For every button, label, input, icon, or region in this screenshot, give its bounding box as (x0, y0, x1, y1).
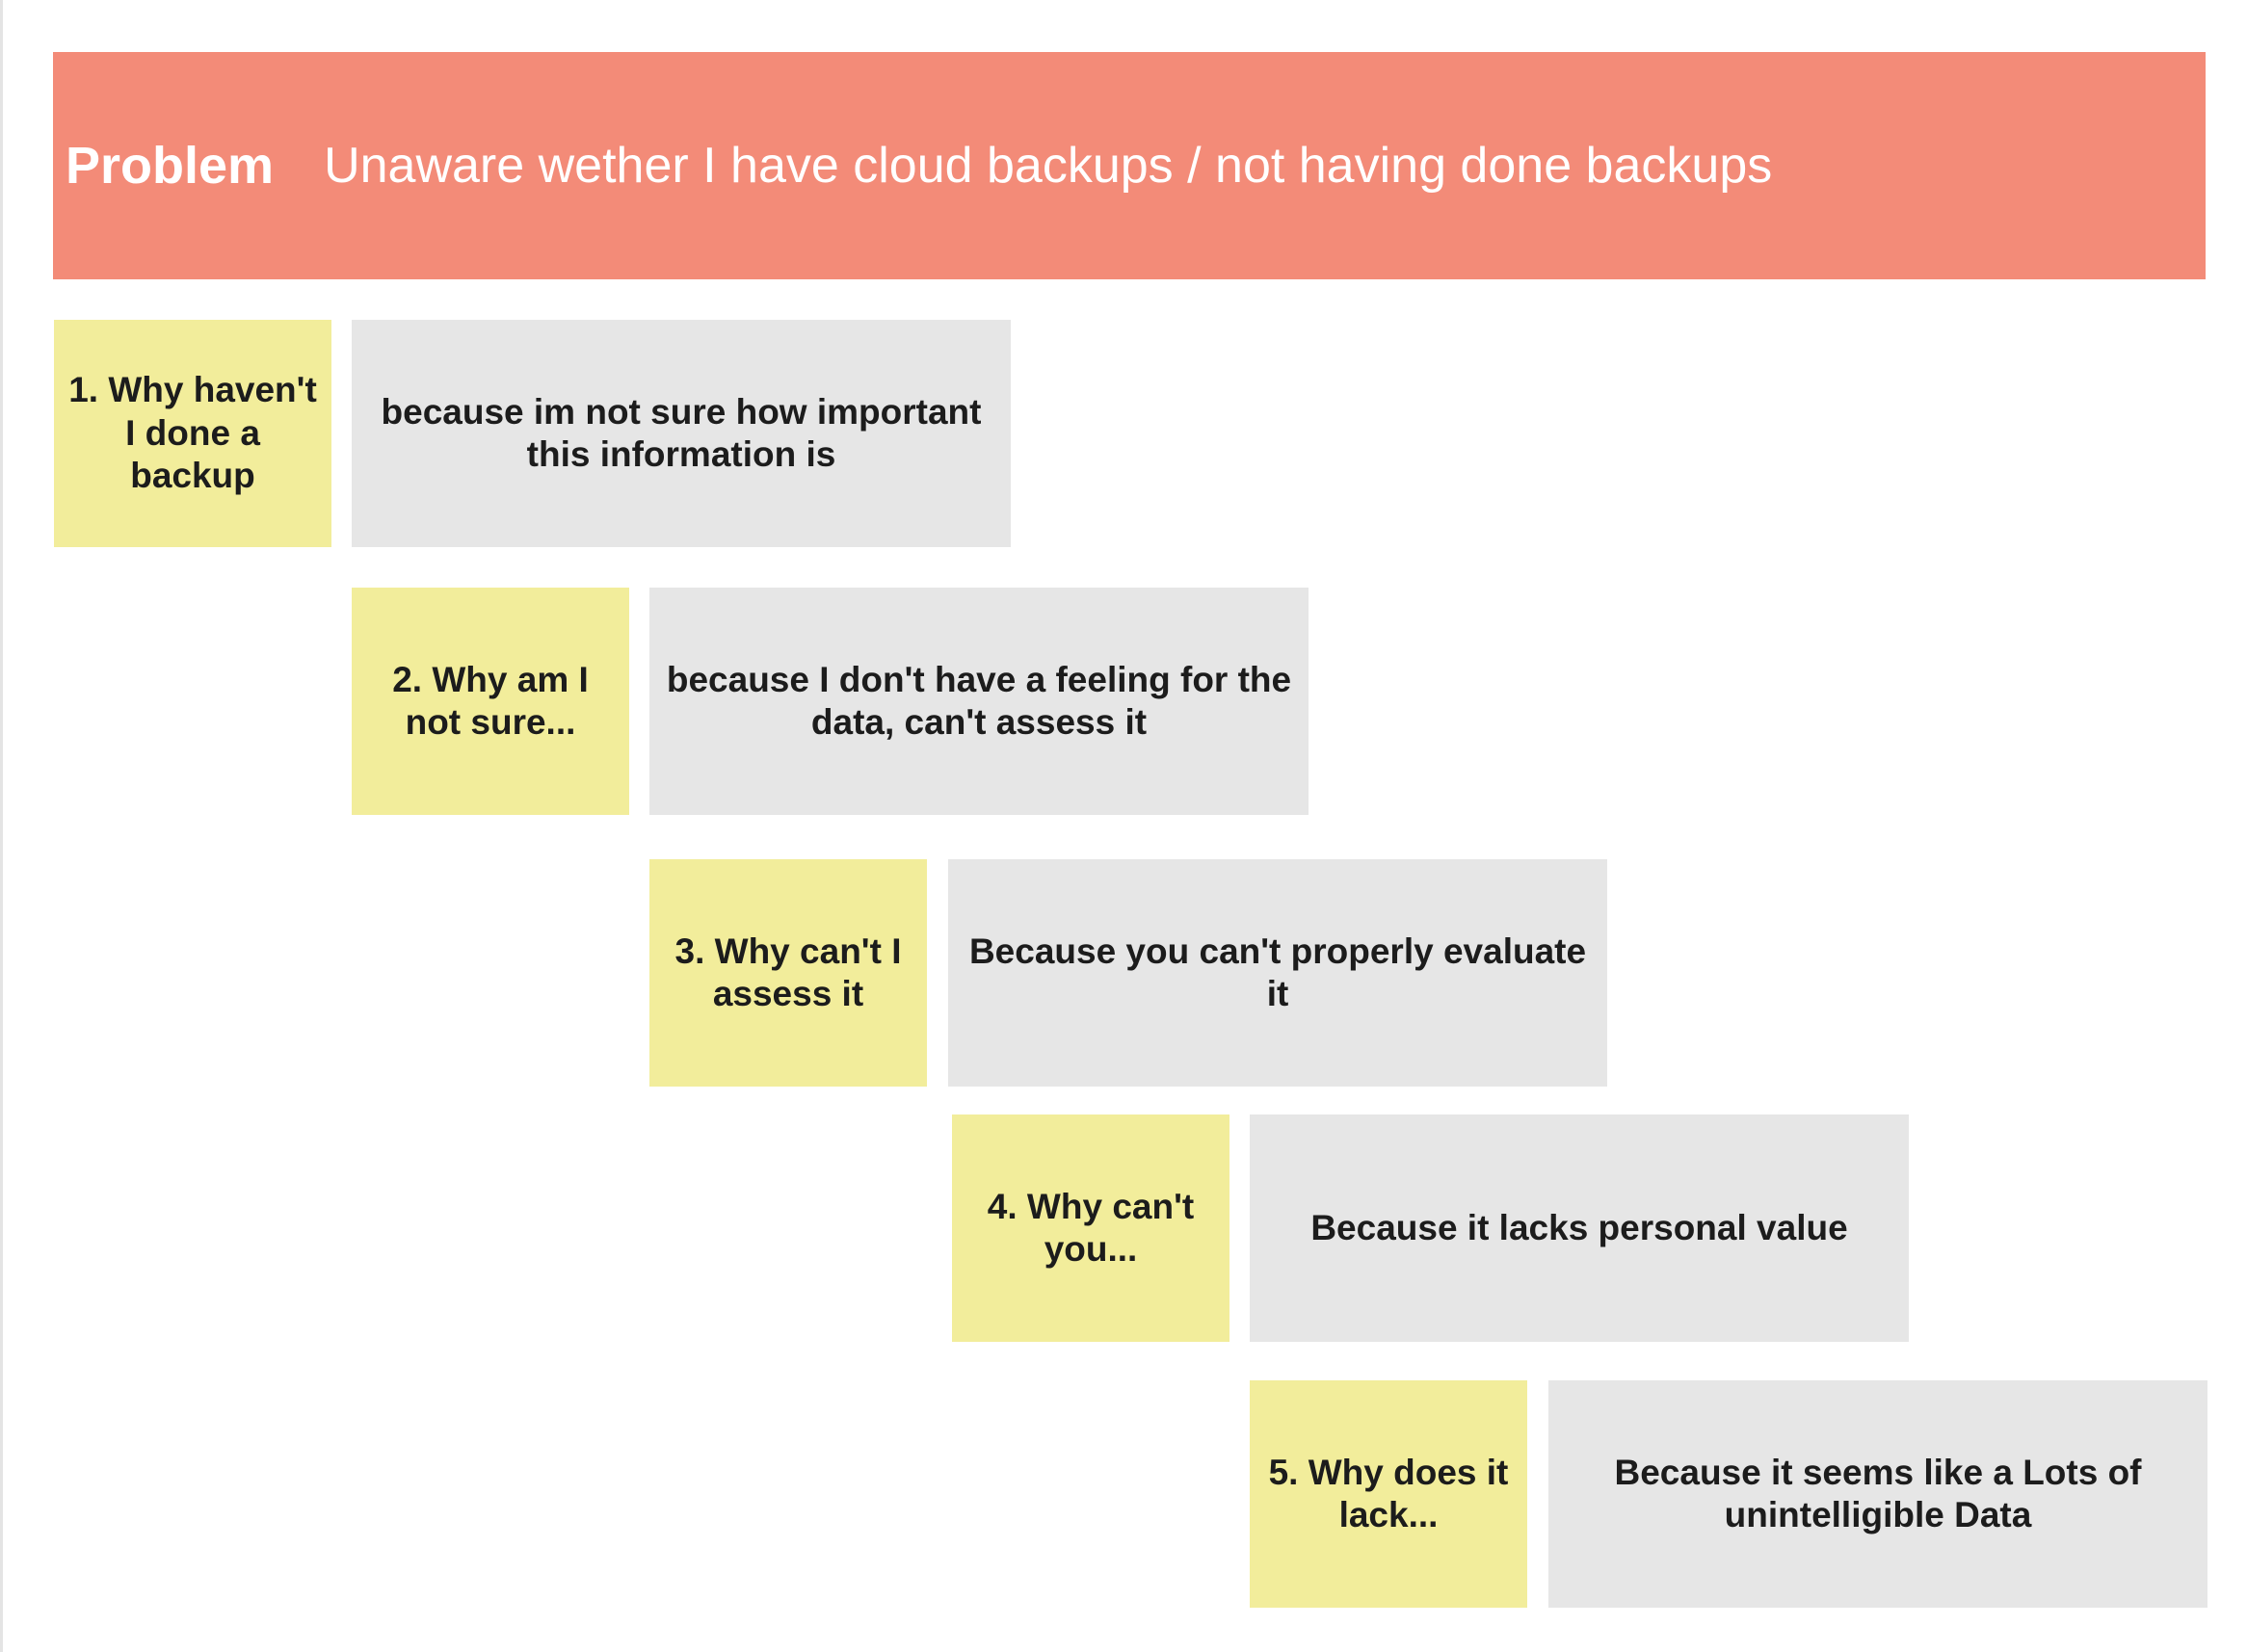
problem-banner: Problem Unaware wether I have cloud back… (53, 52, 2206, 279)
why-question-2: 2. Why am I not sure... (352, 588, 629, 815)
problem-text: Unaware wether I have cloud backups / no… (324, 138, 1773, 194)
why-question-4: 4. Why can't you... (952, 1114, 1229, 1342)
why-answer-4: Because it lacks personal value (1250, 1114, 1909, 1342)
left-edge-divider (0, 0, 3, 1652)
why-question-3: 3. Why can't I assess it (649, 859, 927, 1087)
why-answer-3: Because you can't properly evaluate it (948, 859, 1607, 1087)
why-answer-5: Because it seems like a Lots of unintell… (1548, 1380, 2207, 1608)
why-answer-2: because I don't have a feeling for the d… (649, 588, 1309, 815)
why-question-1: 1. Why haven't I done a backup (54, 320, 331, 547)
why-question-5: 5. Why does it lack... (1250, 1380, 1527, 1608)
why-answer-1: because im not sure how important this i… (352, 320, 1011, 547)
problem-label: Problem (66, 137, 275, 195)
